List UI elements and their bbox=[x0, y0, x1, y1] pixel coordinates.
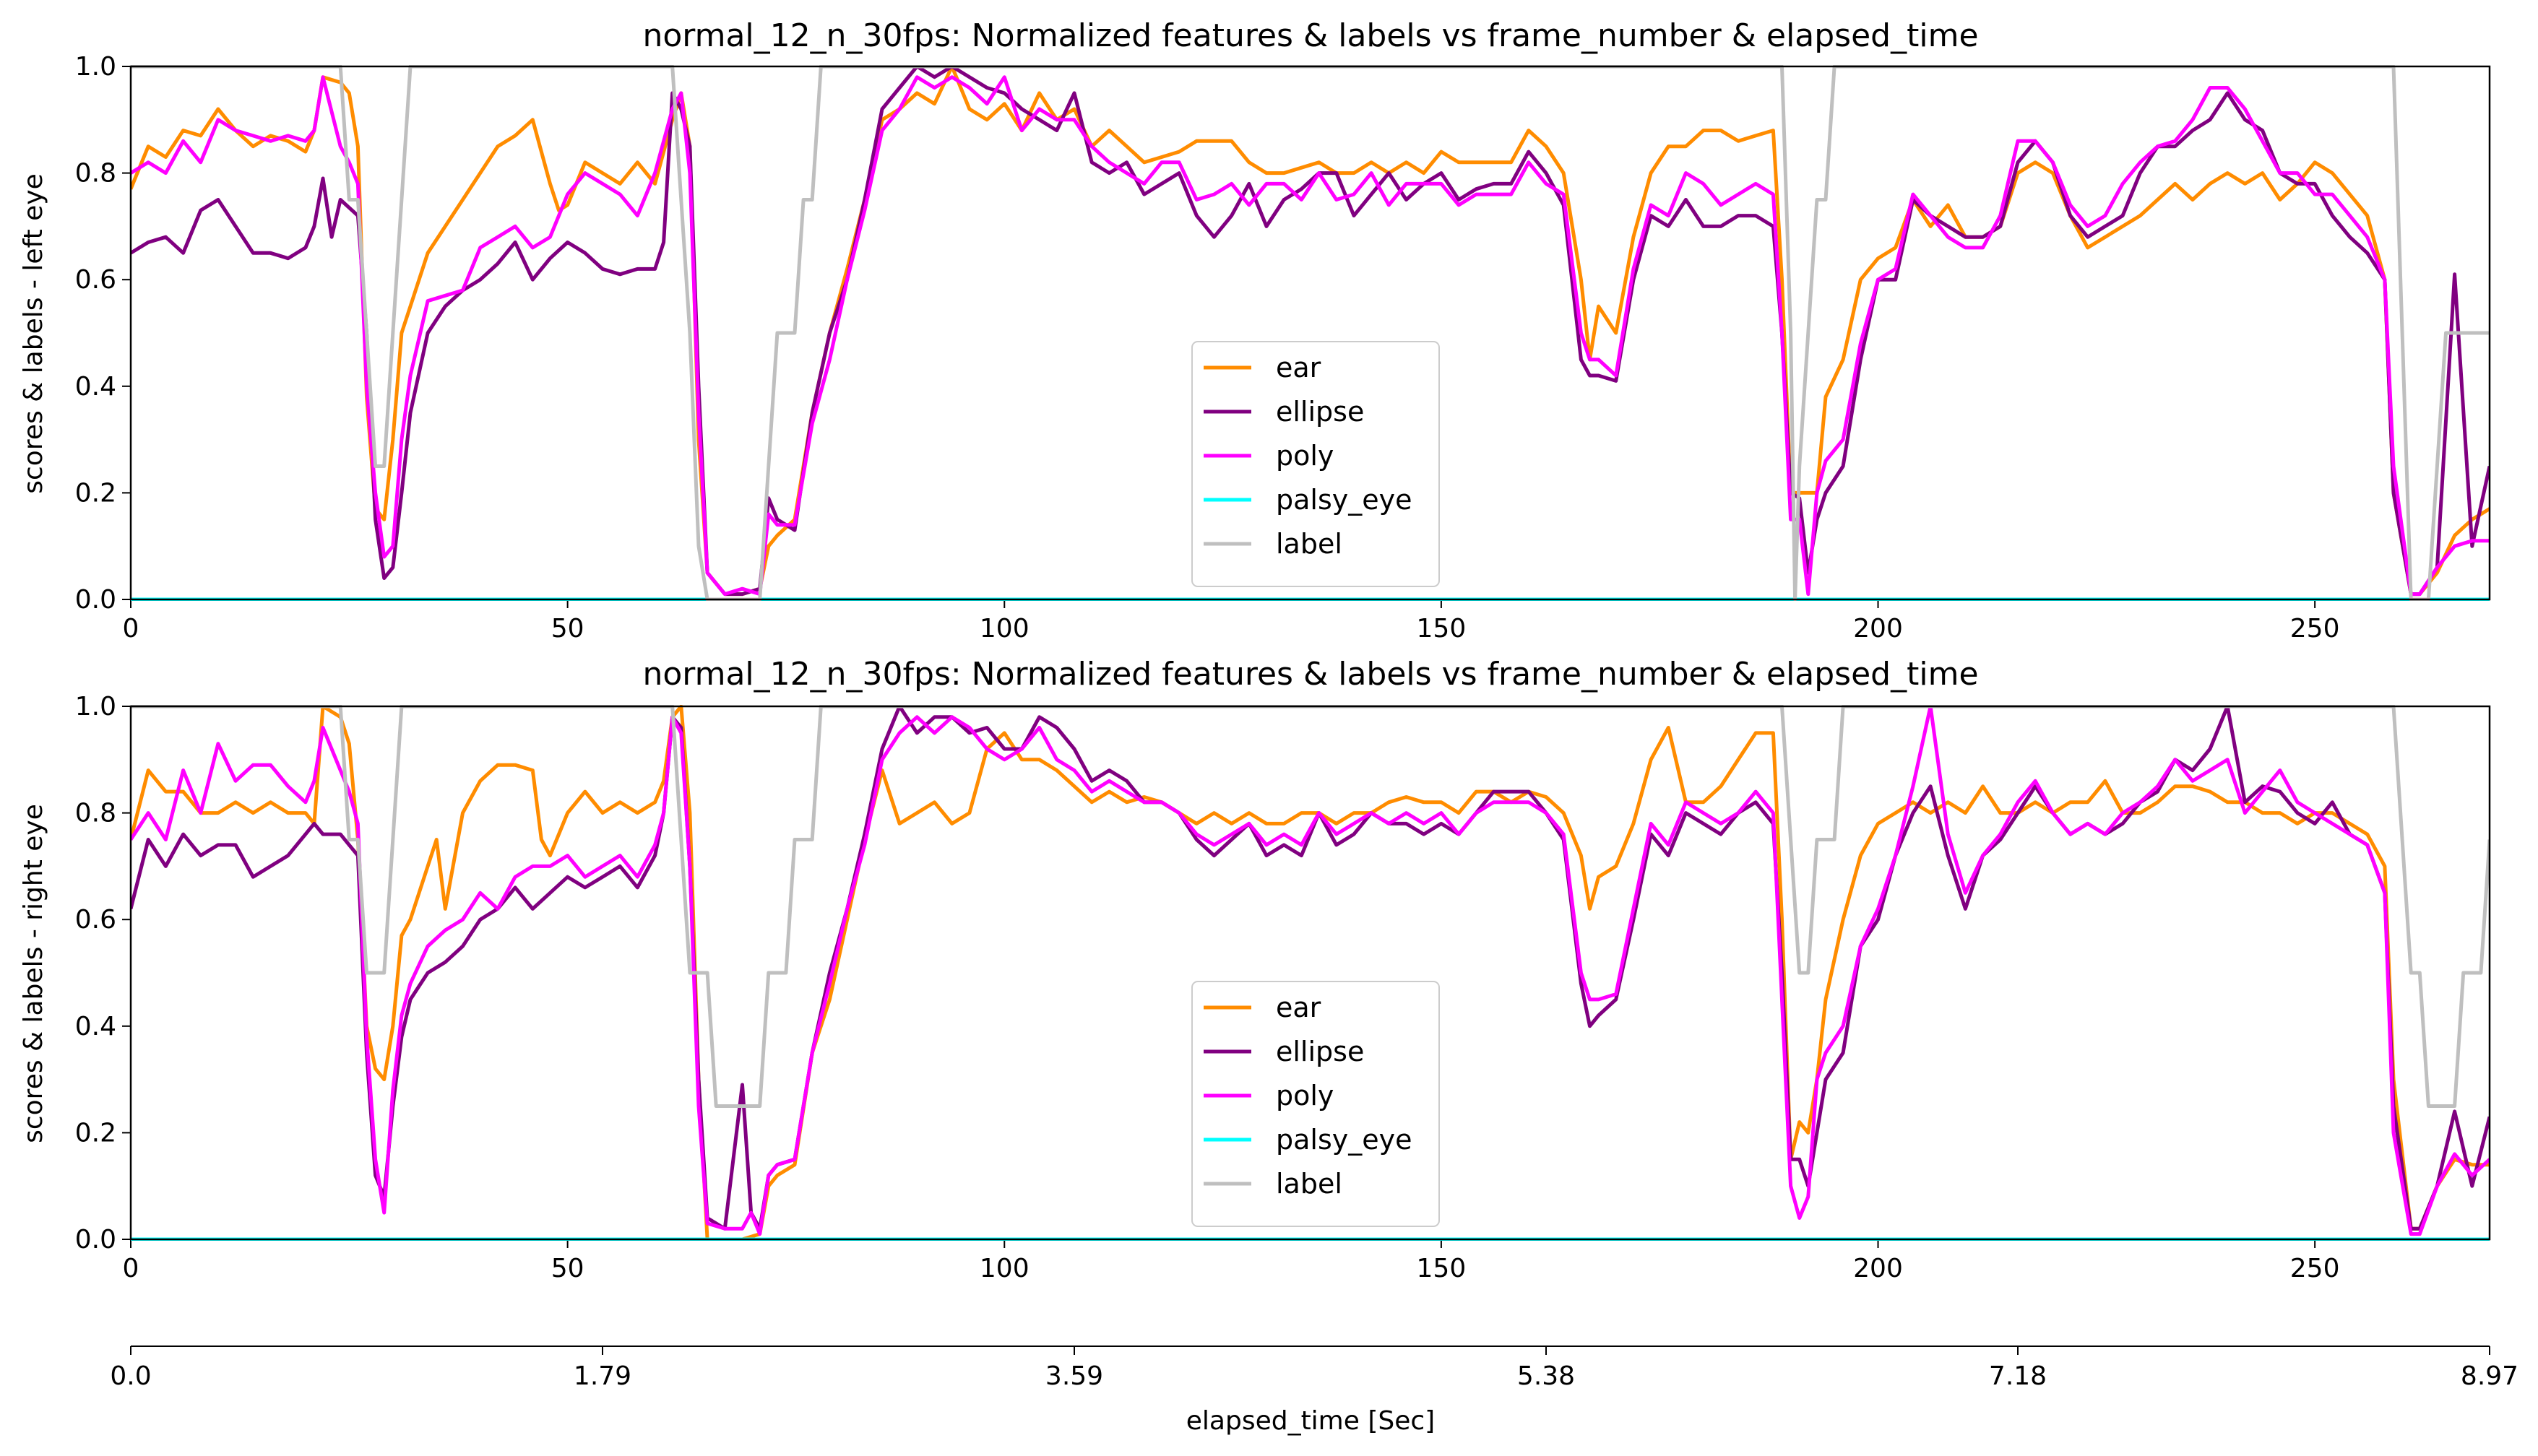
tick-labels: 0 50 100 150 200 250 0.0 0.2 0.4 0.6 0.8 1.0 bbox=[75, 52, 2340, 644]
time-tick-label: 1.79 bbox=[574, 1361, 631, 1391]
legend-label-palsy-eye: palsy_eye bbox=[1276, 1124, 1412, 1156]
legend-label-label: label bbox=[1276, 1168, 1342, 1200]
panel-title: normal_12_n_30fps: Normalized features &… bbox=[642, 17, 1978, 54]
y-tick-label: 0.0 bbox=[75, 1225, 116, 1254]
legend-label-poly: poly bbox=[1276, 440, 1334, 472]
time-tick-labels: 0.0 1.79 3.59 5.38 7.18 8.97 bbox=[110, 1346, 2518, 1391]
y-tick-label: 0.6 bbox=[75, 905, 116, 935]
y-tick-label: 0.4 bbox=[75, 372, 116, 402]
y-tick-label: 0.2 bbox=[75, 1118, 116, 1148]
plot-frame bbox=[129, 705, 2491, 1241]
legend-box bbox=[1191, 981, 1440, 1227]
y-tick-label: 0.0 bbox=[75, 585, 116, 615]
legend-box bbox=[1191, 341, 1440, 587]
x-tick-label: 200 bbox=[1853, 1254, 1903, 1283]
plot-frame bbox=[129, 65, 2491, 601]
elapsed-time-axis: 0.0 1.79 3.59 5.38 7.18 8.97 elapsed_time [Se… bbox=[110, 1346, 2518, 1436]
legend-label-ear: ear bbox=[1276, 352, 1321, 384]
x-tick-label: 100 bbox=[980, 1254, 1030, 1283]
panel-left-eye: normal_12_n_30fps: Normalized features &… bbox=[19, 17, 2491, 644]
x-axis-label: elapsed_time [Sec] bbox=[1186, 1406, 1435, 1436]
series-line-label bbox=[131, 705, 2490, 1108]
time-tick-label: 5.38 bbox=[1517, 1361, 1575, 1391]
y-tick-label: 0.2 bbox=[75, 478, 116, 508]
x-tick-label: 50 bbox=[551, 1254, 584, 1283]
x-tick-label: 50 bbox=[551, 614, 584, 644]
series-line-poly bbox=[131, 705, 2490, 1236]
panel-right-eye: normal_12_n_30fps: Normalized features &… bbox=[19, 656, 2491, 1283]
series-line-ellipse bbox=[131, 65, 2490, 597]
legend-label-ellipse: ellipse bbox=[1276, 1036, 1364, 1067]
y-tick-label: 1.0 bbox=[75, 692, 116, 722]
y-axis-label: scores & labels - right eye bbox=[19, 804, 48, 1143]
x-tick-label: 150 bbox=[1417, 1254, 1467, 1283]
x-tick-label: 150 bbox=[1417, 614, 1467, 644]
x-tick-label: 0 bbox=[123, 614, 139, 644]
x-tick-label: 0 bbox=[123, 1254, 139, 1283]
legend-label-palsy-eye: palsy_eye bbox=[1276, 484, 1412, 516]
series-line-poly bbox=[131, 75, 2490, 597]
time-tick-label: 3.59 bbox=[1045, 1361, 1103, 1391]
time-tick-label: 0.0 bbox=[110, 1361, 151, 1391]
series-line-ear bbox=[131, 705, 2490, 1241]
time-tick-label: 7.18 bbox=[1989, 1361, 2047, 1391]
legend-label-poly: poly bbox=[1276, 1080, 1334, 1112]
x-tick-label: 250 bbox=[2290, 1254, 2340, 1283]
y-tick-label: 1.0 bbox=[75, 52, 116, 82]
series-line-label bbox=[131, 65, 2490, 601]
legend-label-label: label bbox=[1276, 528, 1342, 560]
plot-area bbox=[129, 705, 2491, 1241]
y-tick-label: 0.6 bbox=[75, 265, 116, 295]
y-axis-label: scores & labels - left eye bbox=[19, 173, 48, 494]
legend-label-ellipse: ellipse bbox=[1276, 396, 1364, 428]
x-tick-label: 100 bbox=[980, 614, 1030, 644]
y-tick-label: 0.8 bbox=[75, 799, 116, 828]
x-tick-label: 250 bbox=[2290, 614, 2340, 644]
panel-title: normal_12_n_30fps: Normalized features &… bbox=[642, 656, 1978, 693]
legend-label-ear: ear bbox=[1276, 992, 1321, 1023]
x-tick-label: 200 bbox=[1853, 614, 1903, 644]
tick-labels: 0 50 100 150 200 250 0.0 0.2 0.4 0.6 0.8 1.0 bbox=[75, 692, 2340, 1283]
time-tick-label: 8.97 bbox=[2461, 1361, 2518, 1391]
y-tick-label: 0.4 bbox=[75, 1012, 116, 1041]
y-tick-label: 0.8 bbox=[75, 159, 116, 188]
